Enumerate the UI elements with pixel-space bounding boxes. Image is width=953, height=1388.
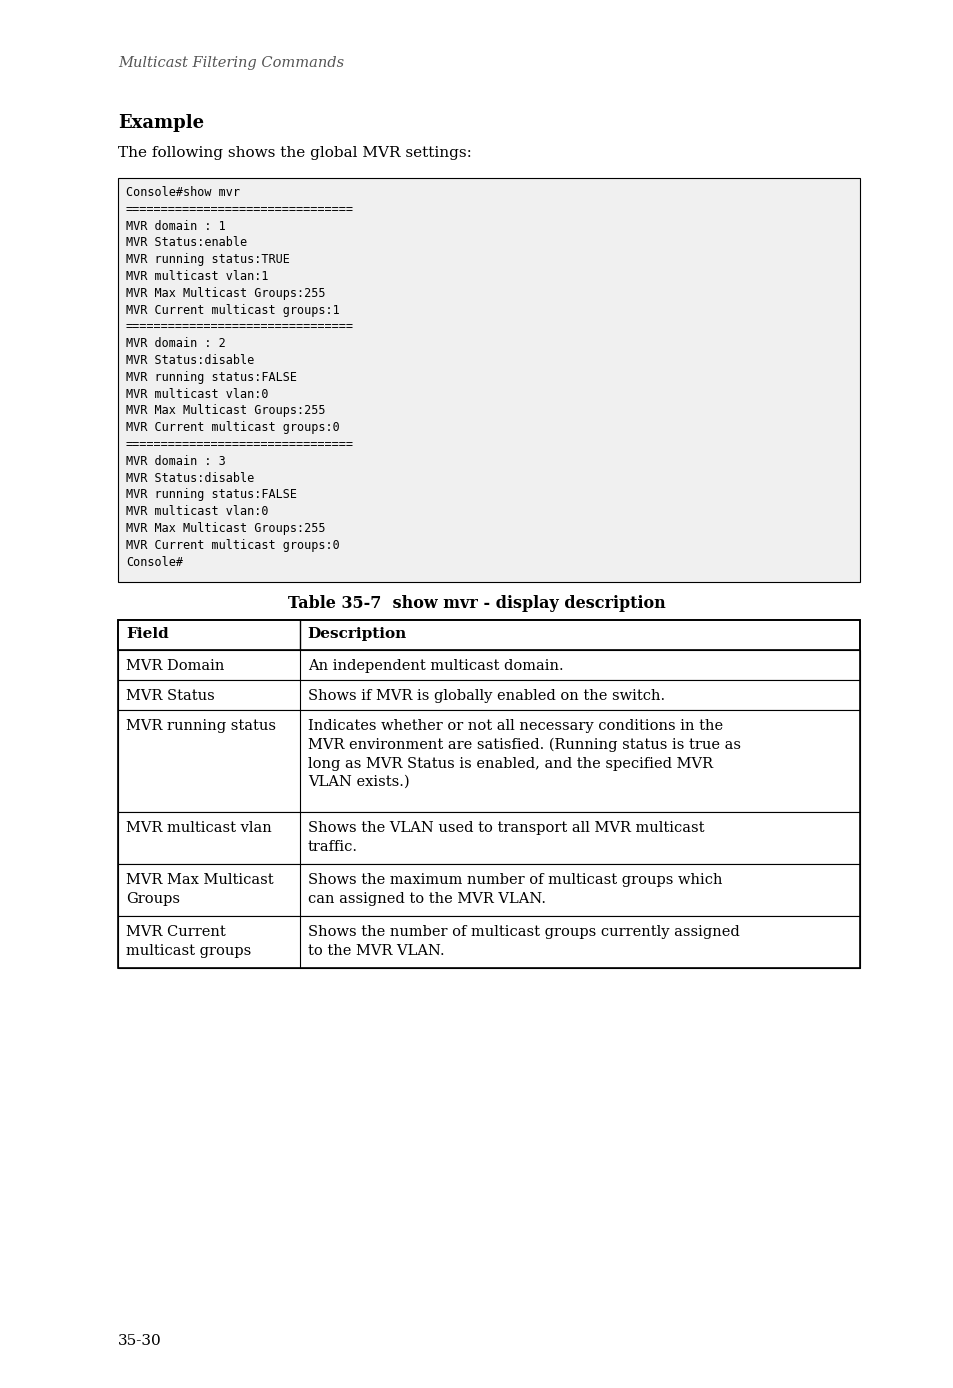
- Bar: [118, 620, 859, 651]
- Text: Shows the VLAN used to transport all MVR multicast
traffic.: Shows the VLAN used to transport all MVR…: [308, 822, 703, 854]
- Text: MVR Status:enable: MVR Status:enable: [126, 236, 247, 250]
- Bar: [118, 680, 859, 711]
- Text: Table 35-7  show mvr - display description: Table 35-7 show mvr - display descriptio…: [288, 595, 665, 612]
- Text: Console#: Console#: [126, 555, 183, 569]
- Text: ================================: ================================: [126, 203, 354, 215]
- Text: Shows the number of multicast groups currently assigned
to the MVR VLAN.: Shows the number of multicast groups cur…: [308, 926, 739, 958]
- Text: Shows if MVR is globally enabled on the switch.: Shows if MVR is globally enabled on the …: [308, 690, 664, 704]
- Text: MVR Current multicast groups:0: MVR Current multicast groups:0: [126, 421, 339, 434]
- Text: MVR Max Multicast
Groups: MVR Max Multicast Groups: [126, 873, 274, 906]
- Bar: [118, 865, 859, 916]
- Text: MVR domain : 2: MVR domain : 2: [126, 337, 226, 350]
- Text: MVR multicast vlan:0: MVR multicast vlan:0: [126, 505, 268, 518]
- Text: MVR running status:TRUE: MVR running status:TRUE: [126, 253, 290, 266]
- Text: MVR running status:FALSE: MVR running status:FALSE: [126, 371, 296, 384]
- Text: ================================: ================================: [126, 439, 354, 451]
- Bar: [118, 178, 859, 583]
- Bar: [118, 651, 859, 680]
- Text: MVR Status:disable: MVR Status:disable: [126, 472, 254, 484]
- Text: MVR running status:FALSE: MVR running status:FALSE: [126, 489, 296, 501]
- Bar: [118, 916, 859, 969]
- Text: MVR Status: MVR Status: [126, 690, 214, 704]
- Text: Field: Field: [126, 627, 169, 641]
- Text: 35-30: 35-30: [118, 1334, 162, 1348]
- Text: MVR running status: MVR running status: [126, 719, 275, 733]
- Text: The following shows the global MVR settings:: The following shows the global MVR setti…: [118, 146, 472, 160]
- Text: MVR Domain: MVR Domain: [126, 659, 224, 673]
- Text: Example: Example: [118, 114, 204, 132]
- Text: MVR domain : 1: MVR domain : 1: [126, 219, 226, 233]
- Text: An independent multicast domain.: An independent multicast domain.: [308, 659, 563, 673]
- Bar: [118, 812, 859, 865]
- Text: MVR Max Multicast Groups:255: MVR Max Multicast Groups:255: [126, 404, 325, 418]
- Text: Shows the maximum number of multicast groups which
can assigned to the MVR VLAN.: Shows the maximum number of multicast gr…: [308, 873, 721, 906]
- Text: MVR multicast vlan: MVR multicast vlan: [126, 822, 272, 836]
- Text: MVR Current
multicast groups: MVR Current multicast groups: [126, 926, 251, 958]
- Text: MVR Current multicast groups:1: MVR Current multicast groups:1: [126, 304, 339, 316]
- Bar: [118, 620, 859, 969]
- Text: Description: Description: [308, 627, 407, 641]
- Text: MVR Max Multicast Groups:255: MVR Max Multicast Groups:255: [126, 522, 325, 534]
- Text: MVR Max Multicast Groups:255: MVR Max Multicast Groups:255: [126, 287, 325, 300]
- Text: ================================: ================================: [126, 321, 354, 333]
- Text: MVR domain : 3: MVR domain : 3: [126, 455, 226, 468]
- Text: MVR Current multicast groups:0: MVR Current multicast groups:0: [126, 539, 339, 552]
- Text: MVR Status:disable: MVR Status:disable: [126, 354, 254, 366]
- Text: MVR multicast vlan:0: MVR multicast vlan:0: [126, 387, 268, 401]
- Text: MVR multicast vlan:1: MVR multicast vlan:1: [126, 271, 268, 283]
- Text: Console#show mvr: Console#show mvr: [126, 186, 240, 198]
- Text: Indicates whether or not all necessary conditions in the
MVR environment are sat: Indicates whether or not all necessary c…: [308, 719, 740, 790]
- Bar: [118, 711, 859, 812]
- Text: Multicast Filtering Commands: Multicast Filtering Commands: [118, 56, 344, 69]
